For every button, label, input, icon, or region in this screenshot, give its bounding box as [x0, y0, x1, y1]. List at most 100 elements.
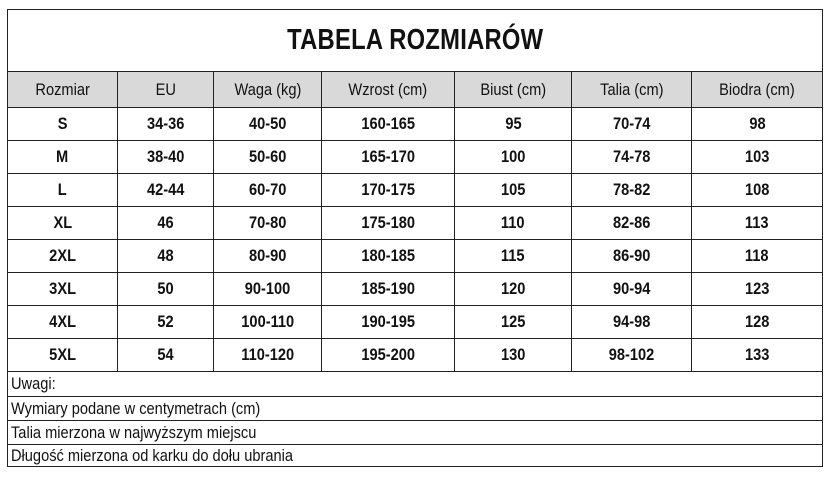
table-cell: 118 — [690, 239, 824, 273]
table-cell: XL — [7, 206, 118, 240]
table-cell: 52 — [117, 305, 214, 339]
column-header-biodra-cm: Biodra (cm) — [690, 71, 824, 108]
cell-value: 100 — [500, 147, 526, 166]
cell-value: 110-120 — [241, 345, 294, 364]
table-cell: 90-94 — [571, 272, 692, 306]
table-cell: S — [7, 107, 118, 141]
cell-value: 108 — [744, 180, 770, 199]
table-row: 5XL 54 110-120 195-200 130 98-102 133 — [7, 338, 824, 372]
table-row: 4XL 52 100-110 190-195 125 94-98 128 — [7, 305, 824, 339]
table-cell: 123 — [690, 272, 824, 306]
cell-value: 54 — [157, 345, 174, 364]
table-cell: 98 — [690, 107, 824, 141]
column-header-label: EU — [155, 79, 176, 99]
cell-value: 103 — [744, 147, 770, 166]
table-cell: 5XL — [7, 338, 118, 372]
table-cell: M — [7, 140, 118, 174]
cell-value: 115 — [501, 246, 525, 265]
column-header-eu: EU — [117, 71, 214, 108]
cell-value: 175-180 — [361, 213, 415, 232]
table-cell: 95 — [454, 107, 572, 141]
table-cell: 80-90 — [213, 239, 322, 273]
cell-value: XL — [53, 213, 72, 232]
table-cell: 34-36 — [117, 107, 214, 141]
table-cell: 100-110 — [213, 305, 322, 339]
table-cell: 70-74 — [571, 107, 692, 141]
table-cell: 110-120 — [213, 338, 322, 372]
table-cell: 165-170 — [321, 140, 455, 174]
cell-value: 4XL — [49, 312, 76, 331]
note-cell: Długość mierzona od karku do dołu ubrani… — [6, 444, 824, 467]
note-row: Długość mierzona od karku do dołu ubrani… — [6, 444, 824, 467]
table-cell: 120 — [454, 272, 572, 306]
table-title: TABELA ROZMIARÓW — [286, 24, 544, 56]
cell-value: 52 — [157, 312, 174, 331]
size-chart-table: TABELA ROZMIARÓW Rozmiar EU Waga (kg) Wzros… — [6, 9, 824, 467]
table-cell: 54 — [117, 338, 214, 372]
cell-value: 100-110 — [241, 312, 294, 331]
cell-value: 50-60 — [248, 147, 287, 166]
cell-value: 160-165 — [361, 114, 415, 133]
note-cell: Wymiary podane w centymetrach (cm) — [6, 396, 824, 421]
table-cell: 195-200 — [321, 338, 455, 372]
cell-value: 113 — [745, 213, 769, 232]
table-cell: 48 — [117, 239, 214, 273]
table-cell: 185-190 — [321, 272, 455, 306]
cell-value: 70-74 — [612, 114, 651, 133]
table-cell: 3XL — [7, 272, 118, 306]
table-cell: 108 — [690, 173, 824, 207]
cell-value: 90-100 — [244, 279, 291, 298]
note-row: Wymiary podane w centymetrach (cm) — [6, 396, 824, 421]
note-text: Uwagi: — [11, 374, 56, 393]
cell-value: 170-175 — [361, 180, 415, 199]
table-cell: 180-185 — [321, 239, 455, 273]
table-row: M 38-40 50-60 165-170 100 74-78 103 — [7, 140, 824, 174]
column-header-talia-cm: Talia (cm) — [571, 71, 692, 108]
cell-value: 105 — [500, 180, 526, 199]
cell-value: 165-170 — [361, 147, 415, 166]
cell-value: 60-70 — [248, 180, 287, 199]
column-header-wzrost-cm: Wzrost (cm) — [321, 71, 455, 108]
column-header-label: Talia (cm) — [599, 79, 664, 99]
table-cell: 103 — [690, 140, 824, 174]
cell-value: 98 — [748, 114, 766, 133]
cell-value: 2XL — [49, 246, 76, 265]
table-cell: 60-70 — [213, 173, 322, 207]
cell-value: 78-82 — [612, 180, 651, 199]
table-cell: 113 — [690, 206, 824, 240]
cell-value: 46 — [157, 213, 174, 232]
cell-value: 185-190 — [361, 279, 415, 298]
cell-value: 86-90 — [612, 246, 651, 265]
cell-value: 120 — [500, 279, 526, 298]
table-title-cell: TABELA ROZMIARÓW — [6, 9, 824, 72]
table-cell: 42-44 — [117, 173, 214, 207]
note-row: Talia mierzona w najwyższym miejscu — [6, 420, 824, 445]
cell-value: 128 — [744, 312, 770, 331]
table-row: XL 46 70-80 175-180 110 82-86 113 — [7, 206, 824, 240]
cell-value: 125 — [500, 312, 526, 331]
note-text: Talia mierzona w najwyższym miejscu — [11, 422, 257, 442]
table-cell: 90-100 — [213, 272, 322, 306]
table-cell: 133 — [690, 338, 824, 372]
cell-value: 133 — [744, 345, 770, 364]
table-cell: 86-90 — [571, 239, 692, 273]
column-header-rozmiar: Rozmiar — [7, 71, 118, 108]
table-cell: 160-165 — [321, 107, 455, 141]
table-cell: 50-60 — [213, 140, 322, 174]
header-row: Rozmiar EU Waga (kg) Wzrost (cm) Biust (cm) T… — [7, 71, 824, 108]
cell-value: 70-80 — [248, 213, 287, 232]
table-cell: 128 — [690, 305, 824, 339]
table-cell: 70-80 — [213, 206, 322, 240]
table-cell: L — [7, 173, 118, 207]
cell-value: S — [57, 114, 68, 133]
cell-value: 90-94 — [612, 279, 651, 298]
table-cell: 50 — [117, 272, 214, 306]
cell-value: 34-36 — [146, 114, 185, 133]
table-cell: 98-102 — [571, 338, 692, 372]
cell-value: 80-90 — [248, 246, 287, 265]
cell-value: 94-98 — [612, 312, 651, 331]
cell-value: L — [58, 180, 67, 199]
table-cell: 4XL — [7, 305, 118, 339]
table-cell: 74-78 — [571, 140, 692, 174]
cell-value: 190-195 — [361, 312, 415, 331]
